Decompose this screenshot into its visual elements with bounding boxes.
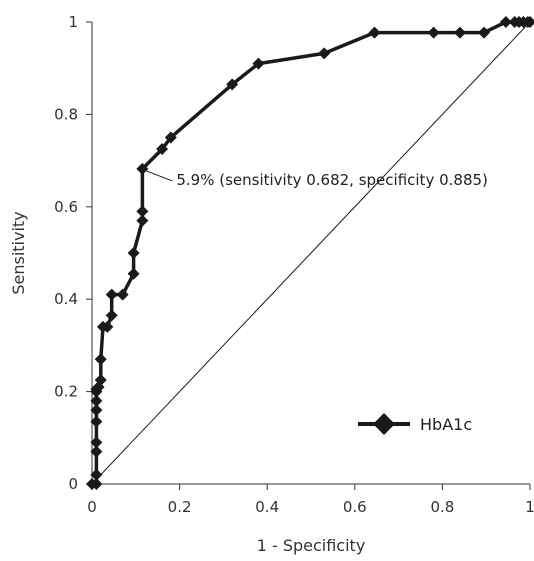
y-tick-label: 0	[68, 475, 78, 493]
x-tick-label: 0.2	[168, 498, 192, 516]
y-axis-title: Sensitivity	[9, 211, 28, 294]
data-point-marker	[156, 143, 169, 156]
data-point-marker	[478, 26, 491, 39]
x-tick-label: 1	[525, 498, 534, 516]
data-point-marker	[499, 16, 512, 28]
y-tick-label: 1	[68, 13, 78, 31]
data-point-marker	[136, 162, 149, 175]
data-point-marker	[164, 131, 177, 144]
x-tick-label: 0.8	[430, 498, 454, 516]
series-markers-hba1c	[86, 16, 534, 490]
data-point-marker	[101, 320, 114, 333]
data-point-marker	[94, 353, 107, 366]
y-tick-label: 0.4	[54, 290, 78, 308]
data-point-marker	[524, 16, 534, 28]
data-point-marker	[105, 288, 118, 301]
data-point-marker	[453, 26, 466, 39]
data-point-marker	[90, 394, 103, 407]
data-point-marker	[318, 47, 331, 60]
data-point-marker	[90, 445, 103, 458]
y-tick-label: 0.8	[54, 105, 78, 123]
data-point-marker	[90, 478, 103, 490]
chart-legend: HbA1c	[358, 413, 472, 435]
reference-diagonal-line	[91, 21, 531, 485]
data-point-marker	[127, 247, 140, 259]
x-axis-title: 1 - Specificity	[257, 536, 366, 555]
data-point-marker	[116, 288, 129, 301]
annotation-label: 5.9% (sensitivity 0.682, specificity 0.8…	[176, 171, 488, 189]
annotation-leader-line	[146, 170, 173, 182]
y-tick-label: 0.2	[54, 383, 78, 401]
data-point-marker	[127, 267, 140, 280]
data-point-marker	[427, 26, 440, 39]
data-point-marker	[90, 415, 103, 428]
y-axis-ticks: 0 0.2 0.4 0.6 0.8 1	[54, 13, 92, 493]
x-axis-ticks: 0 0.2 0.4 0.6 0.8 1	[87, 484, 534, 516]
data-point-marker	[136, 205, 149, 218]
y-tick-label: 0.6	[54, 198, 78, 216]
data-point-marker	[136, 214, 149, 227]
data-point-marker	[252, 57, 265, 70]
legend-marker-hba1c	[373, 413, 395, 435]
x-tick-label: 0	[87, 498, 97, 516]
data-point-marker	[90, 436, 103, 449]
legend-label-hba1c: HbA1c	[420, 415, 472, 434]
chart-axes	[91, 22, 530, 485]
x-tick-label: 0.6	[343, 498, 367, 516]
x-tick-label: 0.4	[255, 498, 279, 516]
data-point-marker	[368, 26, 381, 39]
data-point-marker	[226, 78, 239, 91]
data-point-marker	[105, 309, 118, 322]
data-point-marker	[90, 404, 103, 417]
data-point-marker	[90, 468, 103, 481]
data-point-marker	[94, 374, 107, 387]
